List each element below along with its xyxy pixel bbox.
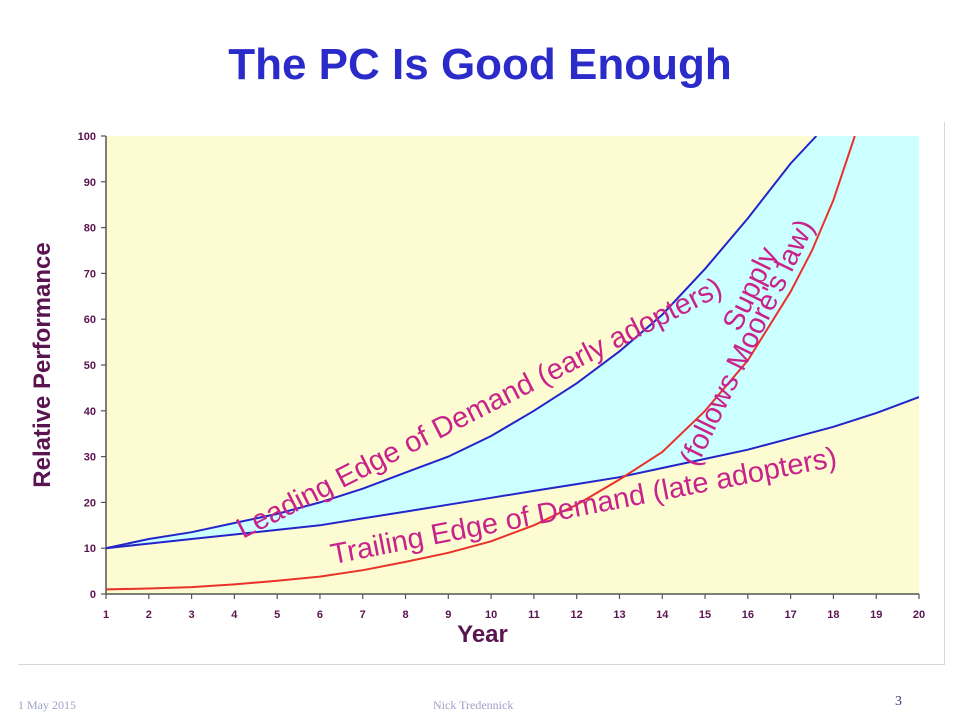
x-tick-label: 9 [445, 609, 451, 621]
x-tick-label: 17 [785, 609, 797, 621]
x-tick-label: 2 [146, 609, 152, 621]
x-tick-label: 13 [613, 609, 625, 621]
x-tick-label: 19 [870, 609, 882, 621]
y-tick-label: 50 [84, 360, 96, 372]
x-axis-label: Year [457, 621, 508, 648]
demand-band-fill [106, 136, 919, 549]
x-tick-label: 14 [656, 609, 669, 621]
y-tick-label: 70 [84, 268, 96, 280]
y-tick-label: 20 [84, 497, 96, 509]
supply-line [106, 136, 856, 591]
y-tick-label: 60 [84, 314, 96, 326]
x-tick-label: 3 [189, 609, 195, 621]
leading-edge-line [106, 136, 818, 550]
x-tick-label: 5 [274, 609, 280, 621]
x-tick-label: 8 [402, 609, 408, 621]
y-tick-label: 0 [90, 589, 96, 601]
x-tick-label: 11 [528, 609, 540, 621]
y-axis-label: Relative Performance [29, 242, 56, 487]
y-tick-label: 10 [84, 543, 96, 555]
x-tick-label: 10 [485, 609, 497, 621]
x-tick-label: 7 [360, 609, 366, 621]
x-tick-label: 6 [317, 609, 323, 621]
y-tick-label: 100 [78, 131, 96, 143]
trailing-edge-line [106, 396, 919, 550]
x-tick-label: 15 [699, 609, 711, 621]
y-tick-label: 90 [84, 177, 96, 189]
page-number: 3 [895, 694, 902, 709]
footer-date: 1 May 2015 [18, 698, 76, 712]
y-tick-label: 80 [84, 223, 96, 235]
x-tick-label: 18 [827, 609, 839, 621]
x-tick-label: 12 [571, 609, 583, 621]
chart-frame: 0 10 20 30 40 50 60 70 80 90 100 1 2 3 4 5 6 7 8 9 10 11 12 13 1… [18, 122, 945, 665]
x-tick-label: 16 [742, 609, 754, 621]
y-tick-label: 40 [84, 406, 96, 418]
x-tick-label: 20 [913, 609, 925, 621]
slide-title: The PC Is Good Enough [228, 40, 732, 89]
x-tick-label: 1 [103, 609, 109, 621]
y-tick-label: 30 [84, 452, 96, 464]
footer-author: Nick Tredennick [433, 698, 514, 712]
x-tick-label: 4 [231, 609, 238, 621]
